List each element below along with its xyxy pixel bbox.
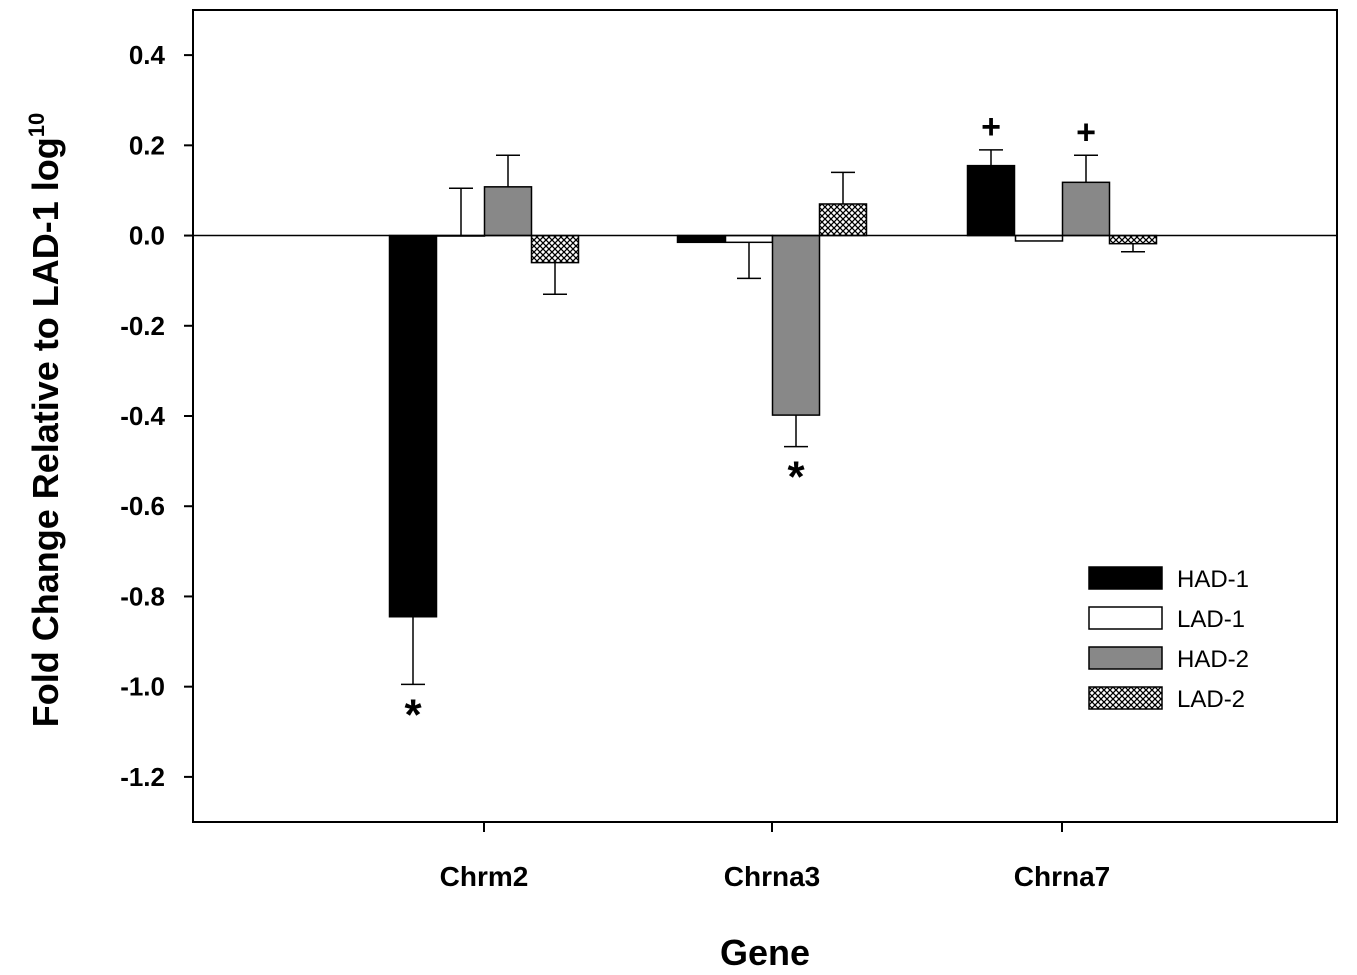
x-tick-label: Chrm2 [440,861,529,892]
y-axis-title-superscript: 10 [24,113,49,137]
legend-swatch [1088,686,1163,710]
legend-label: LAD-2 [1177,686,1245,713]
bar-had-1-chrm2 [388,234,438,618]
y-axis-title: Fold Change Relative to LAD-1 log10 [24,113,66,728]
y-axis-title-text: Fold Change Relative to LAD-1 log [25,137,66,727]
legend-label: HAD-1 [1177,566,1249,593]
y-tick-label: 0.2 [129,130,165,160]
significance-marker: + [1076,113,1096,151]
y-tick-label: -1.2 [120,762,165,792]
legend-label: LAD-1 [1177,606,1245,633]
bar-had-2-chrna7 [1061,181,1111,237]
bar-had-2-chrna3 [771,234,821,416]
significance-marker: * [404,690,422,739]
bar-lad-2-chrna7 [1108,234,1158,245]
x-tick-label: Chrna3 [724,861,820,892]
legend-label: HAD-2 [1177,646,1249,673]
significance-marker: * [787,453,805,502]
significance-marker: + [981,108,1001,146]
bar-lad-1-chrna3 [724,234,774,244]
legend-swatch [1088,566,1163,590]
bar-lad-2-chrna3 [818,203,868,237]
plot-frame [192,9,1338,823]
bar-had-2-chrm2 [483,186,533,237]
legend-swatch [1088,646,1163,670]
bar-had-1-chrna7 [966,164,1016,237]
y-tick-label: -0.2 [120,311,165,341]
bar-lad-2-chrm2 [530,234,580,264]
y-tick-label: -0.8 [120,581,165,611]
y-tick-label: -0.4 [120,401,165,431]
x-tick-label: Chrna7 [1014,861,1110,892]
bar-had-1-chrna3 [676,234,726,244]
y-tick-label: 0.4 [129,40,166,70]
y-tick-label: -1.0 [120,672,165,702]
legend-swatch [1088,606,1163,630]
bar-lad-1-chrna7 [1014,234,1064,242]
y-tick-label: 0.0 [129,221,165,251]
x-axis-title: Gene [720,932,810,973]
y-tick-label: -0.6 [120,491,165,521]
